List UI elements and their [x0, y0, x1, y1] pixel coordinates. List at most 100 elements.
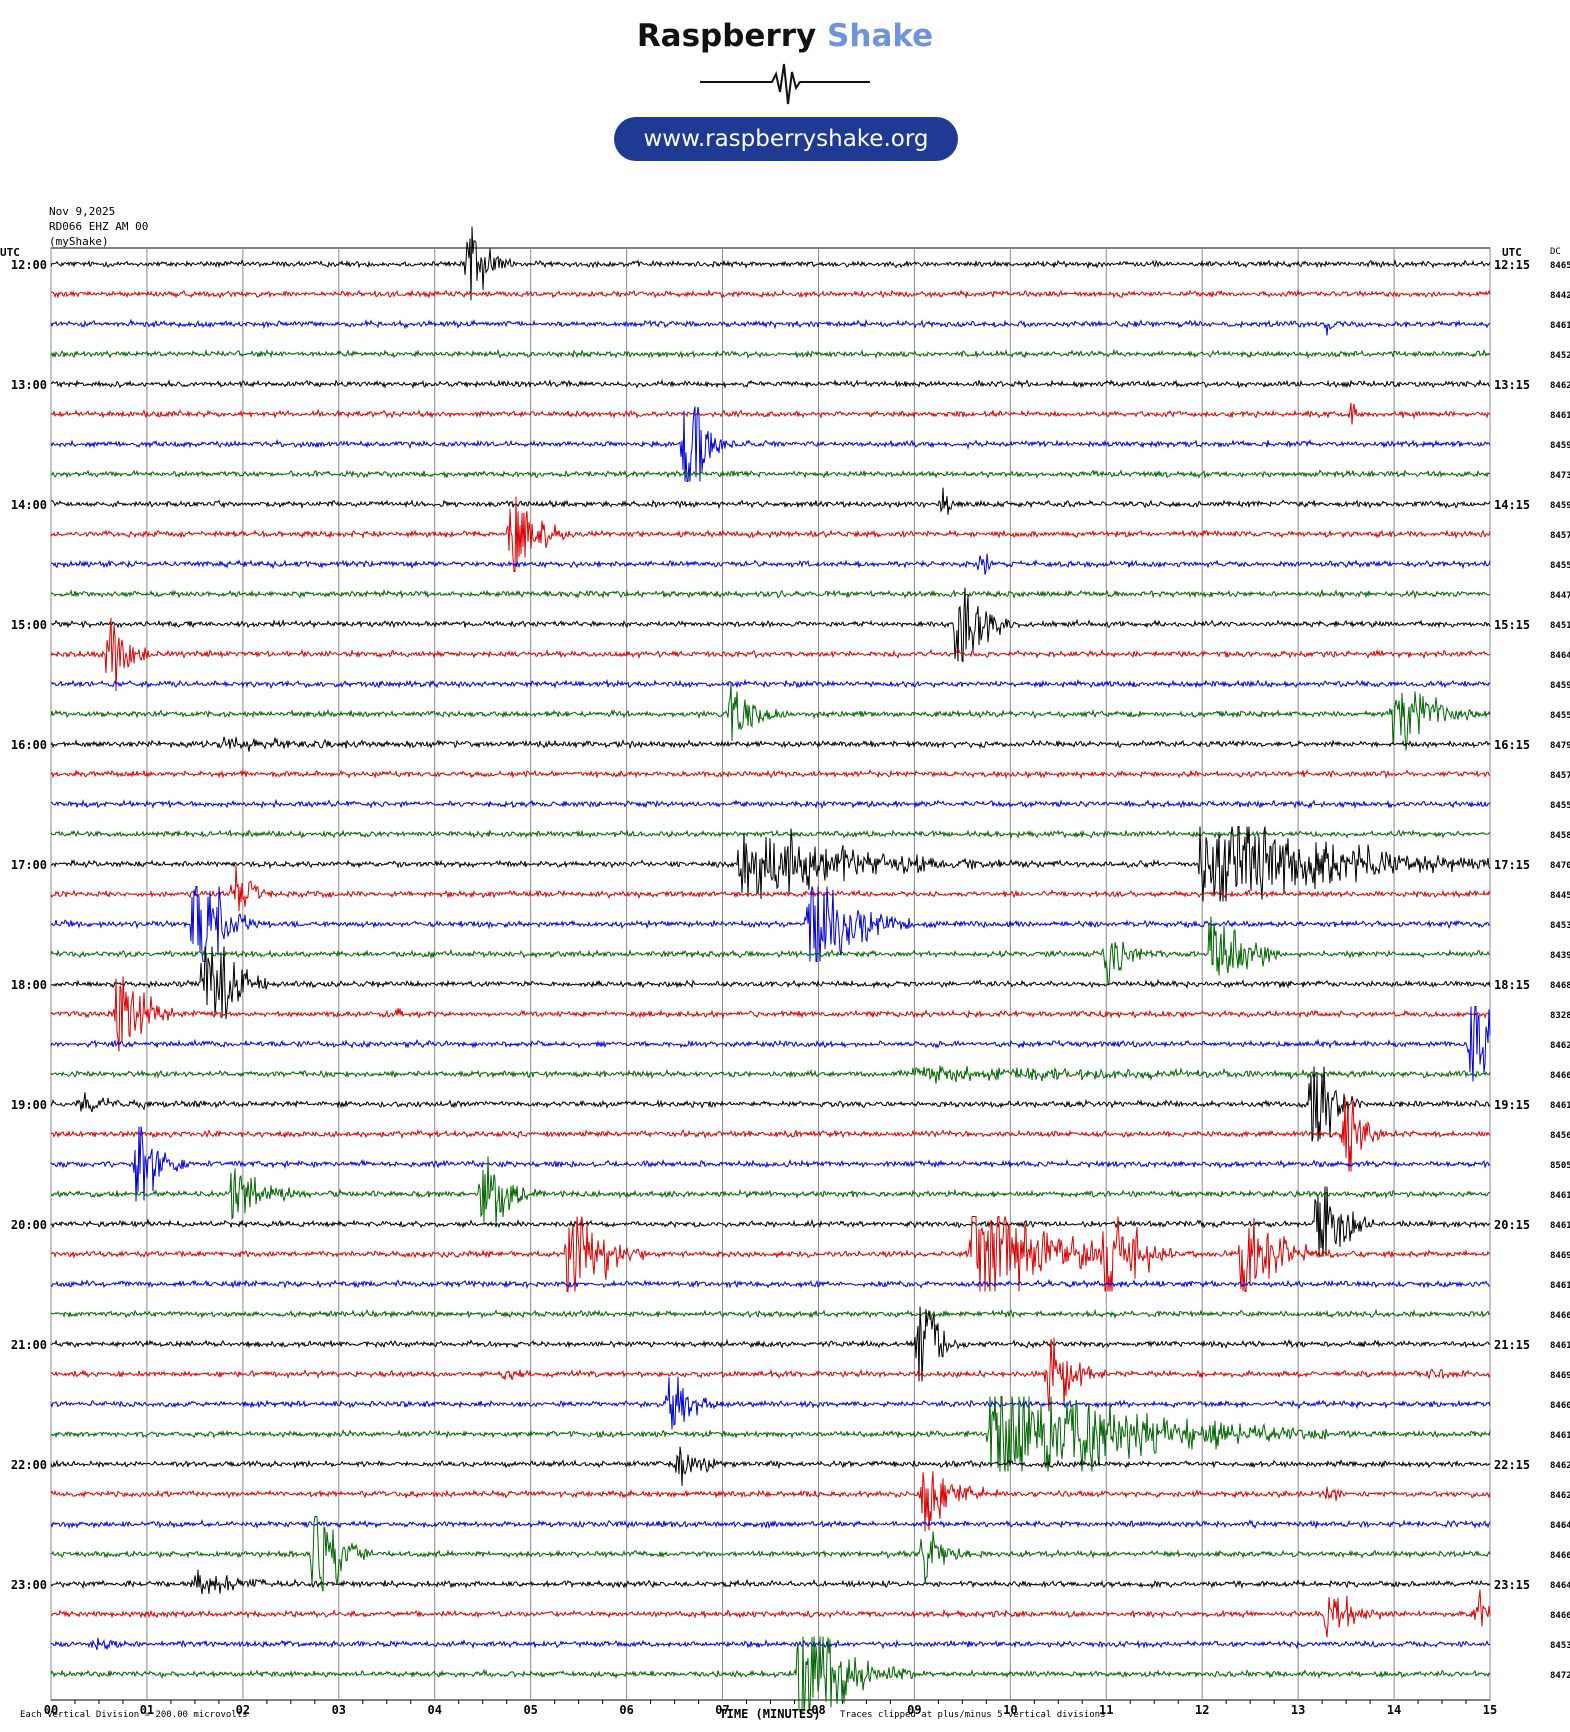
clip-note: Traces clipped at plus/minus 5 vertical … [840, 1710, 1106, 1720]
trace-line [50, 865, 1491, 912]
dc-value: 8464 [1550, 1581, 1570, 1591]
x-tick-label: 11 [1099, 1703, 1113, 1717]
x-tick-label: 08 [811, 1703, 825, 1717]
dc-value: 8456 [1550, 1131, 1570, 1141]
station-channel: RD066 EHZ AM 00 [49, 220, 149, 233]
trace-line [50, 226, 1491, 301]
trace-line [50, 798, 1491, 810]
trace-line [50, 1471, 1491, 1532]
right-hour-label: 15:15 [1494, 618, 1530, 632]
left-hour-label: 12:00 [11, 258, 47, 272]
left-hour-label: 22:00 [11, 1458, 47, 1472]
dc-value: 8455 [1550, 801, 1570, 811]
trace-line [50, 683, 1491, 751]
dc-value: 8455 [1550, 711, 1570, 721]
data-source: (myShake) [49, 235, 109, 248]
x-tick-label: 04 [428, 1703, 442, 1717]
dc-value: 8455 [1550, 561, 1570, 571]
x-tick-label: 10 [1003, 1703, 1017, 1717]
left-hour-label: 17:00 [11, 858, 47, 872]
trace-line [50, 946, 1491, 1019]
dc-value: 8461 [1550, 1341, 1570, 1351]
trace-line [50, 1156, 1491, 1225]
trace-line [50, 1637, 1491, 1651]
right-hour-label: 23:15 [1494, 1578, 1530, 1592]
dc-value: 8451 [1550, 621, 1570, 631]
right-hour-label: 21:15 [1494, 1338, 1530, 1352]
dc-value: 8465 [1550, 261, 1570, 271]
trace-line [50, 487, 1491, 515]
right-hour-label: 22:15 [1494, 1458, 1530, 1472]
right-hour-label: 18:15 [1494, 978, 1530, 992]
left-utc-label: UTC [0, 246, 20, 259]
trace-line [50, 402, 1491, 425]
x-tick-label: 15 [1483, 1703, 1497, 1717]
x-tick-label: 06 [619, 1703, 633, 1717]
trace-line [50, 1306, 1491, 1382]
trace-line [50, 587, 1491, 663]
dc-value: 8453 [1550, 1641, 1570, 1651]
dc-value: 8462 [1550, 381, 1570, 391]
right-hour-label: 17:15 [1494, 858, 1530, 872]
dc-value: 8439 [1550, 951, 1570, 961]
trace-line [50, 1065, 1491, 1084]
left-hour-label: 18:00 [11, 978, 47, 992]
trace-line [50, 1216, 1491, 1292]
x-tick-label: 14 [1387, 1703, 1401, 1717]
trace-line [50, 916, 1491, 986]
trace-line [50, 826, 1491, 902]
brand-accent: Shake [827, 18, 934, 54]
dc-value: 8469 [1550, 1371, 1570, 1381]
right-utc-label: UTC [1502, 246, 1522, 259]
trace-line [50, 1006, 1491, 1082]
website-url-badge[interactable]: www.raspberryshake.org [614, 117, 958, 161]
dc-value: 8452 [1550, 351, 1570, 361]
dc-value: 8459 [1550, 681, 1570, 691]
right-hour-label: 14:15 [1494, 498, 1530, 512]
left-hour-label: 16:00 [11, 738, 47, 752]
dc-value: 8461 [1550, 1191, 1570, 1201]
trace-line [50, 1096, 1491, 1172]
dc-value: 8458 [1550, 831, 1570, 841]
trace-line [50, 768, 1491, 780]
dc-value: 8466 [1550, 1311, 1570, 1321]
right-hour-label: 20:15 [1494, 1218, 1530, 1232]
trace-line [50, 496, 1491, 572]
dc-column-label: DC [1550, 247, 1561, 257]
dc-value: 8461 [1550, 1281, 1570, 1291]
dc-value: 8462 [1550, 1461, 1570, 1471]
trace-line [50, 1337, 1491, 1412]
trace-line [50, 1518, 1491, 1530]
dc-value: 8461 [1550, 1101, 1570, 1111]
dc-value: 8461 [1550, 1221, 1570, 1231]
dc-value: 8328 [1550, 1011, 1570, 1021]
dc-value: 8462 [1550, 1041, 1570, 1051]
left-hour-label: 23:00 [11, 1578, 47, 1592]
seismic-wave-logo-icon [700, 63, 870, 105]
trace-line [50, 553, 1491, 575]
trace-line [50, 886, 1491, 962]
dc-value: 8464 [1550, 1521, 1570, 1531]
dc-value: 8468 [1550, 981, 1570, 991]
trace-line [50, 318, 1491, 336]
trace-line [50, 976, 1491, 1052]
dc-value: 8442 [1550, 291, 1570, 301]
division-note: Each Vertical Division = 200.00 microvol… [20, 1710, 248, 1720]
dc-value: 8462 [1550, 1491, 1570, 1501]
left-hour-label: 19:00 [11, 1098, 47, 1112]
dc-value: 8466 [1550, 1071, 1570, 1081]
trace-line [50, 1376, 1491, 1430]
trace-line [50, 1066, 1491, 1142]
trace-line [50, 1308, 1491, 1320]
trace-line [50, 469, 1491, 480]
dc-value: 8447 [1550, 591, 1570, 601]
dc-value: 8473 [1550, 471, 1570, 481]
trace-line [50, 1516, 1491, 1592]
trace-line [50, 1636, 1491, 1712]
left-hour-label: 15:00 [11, 618, 47, 632]
trace-line [50, 617, 1491, 692]
x-tick-label: 09 [907, 1703, 921, 1717]
right-hour-label: 16:15 [1494, 738, 1530, 752]
raspberry-shake-logo-text: Raspberry Shake [0, 18, 1570, 54]
trace-line [50, 829, 1491, 840]
